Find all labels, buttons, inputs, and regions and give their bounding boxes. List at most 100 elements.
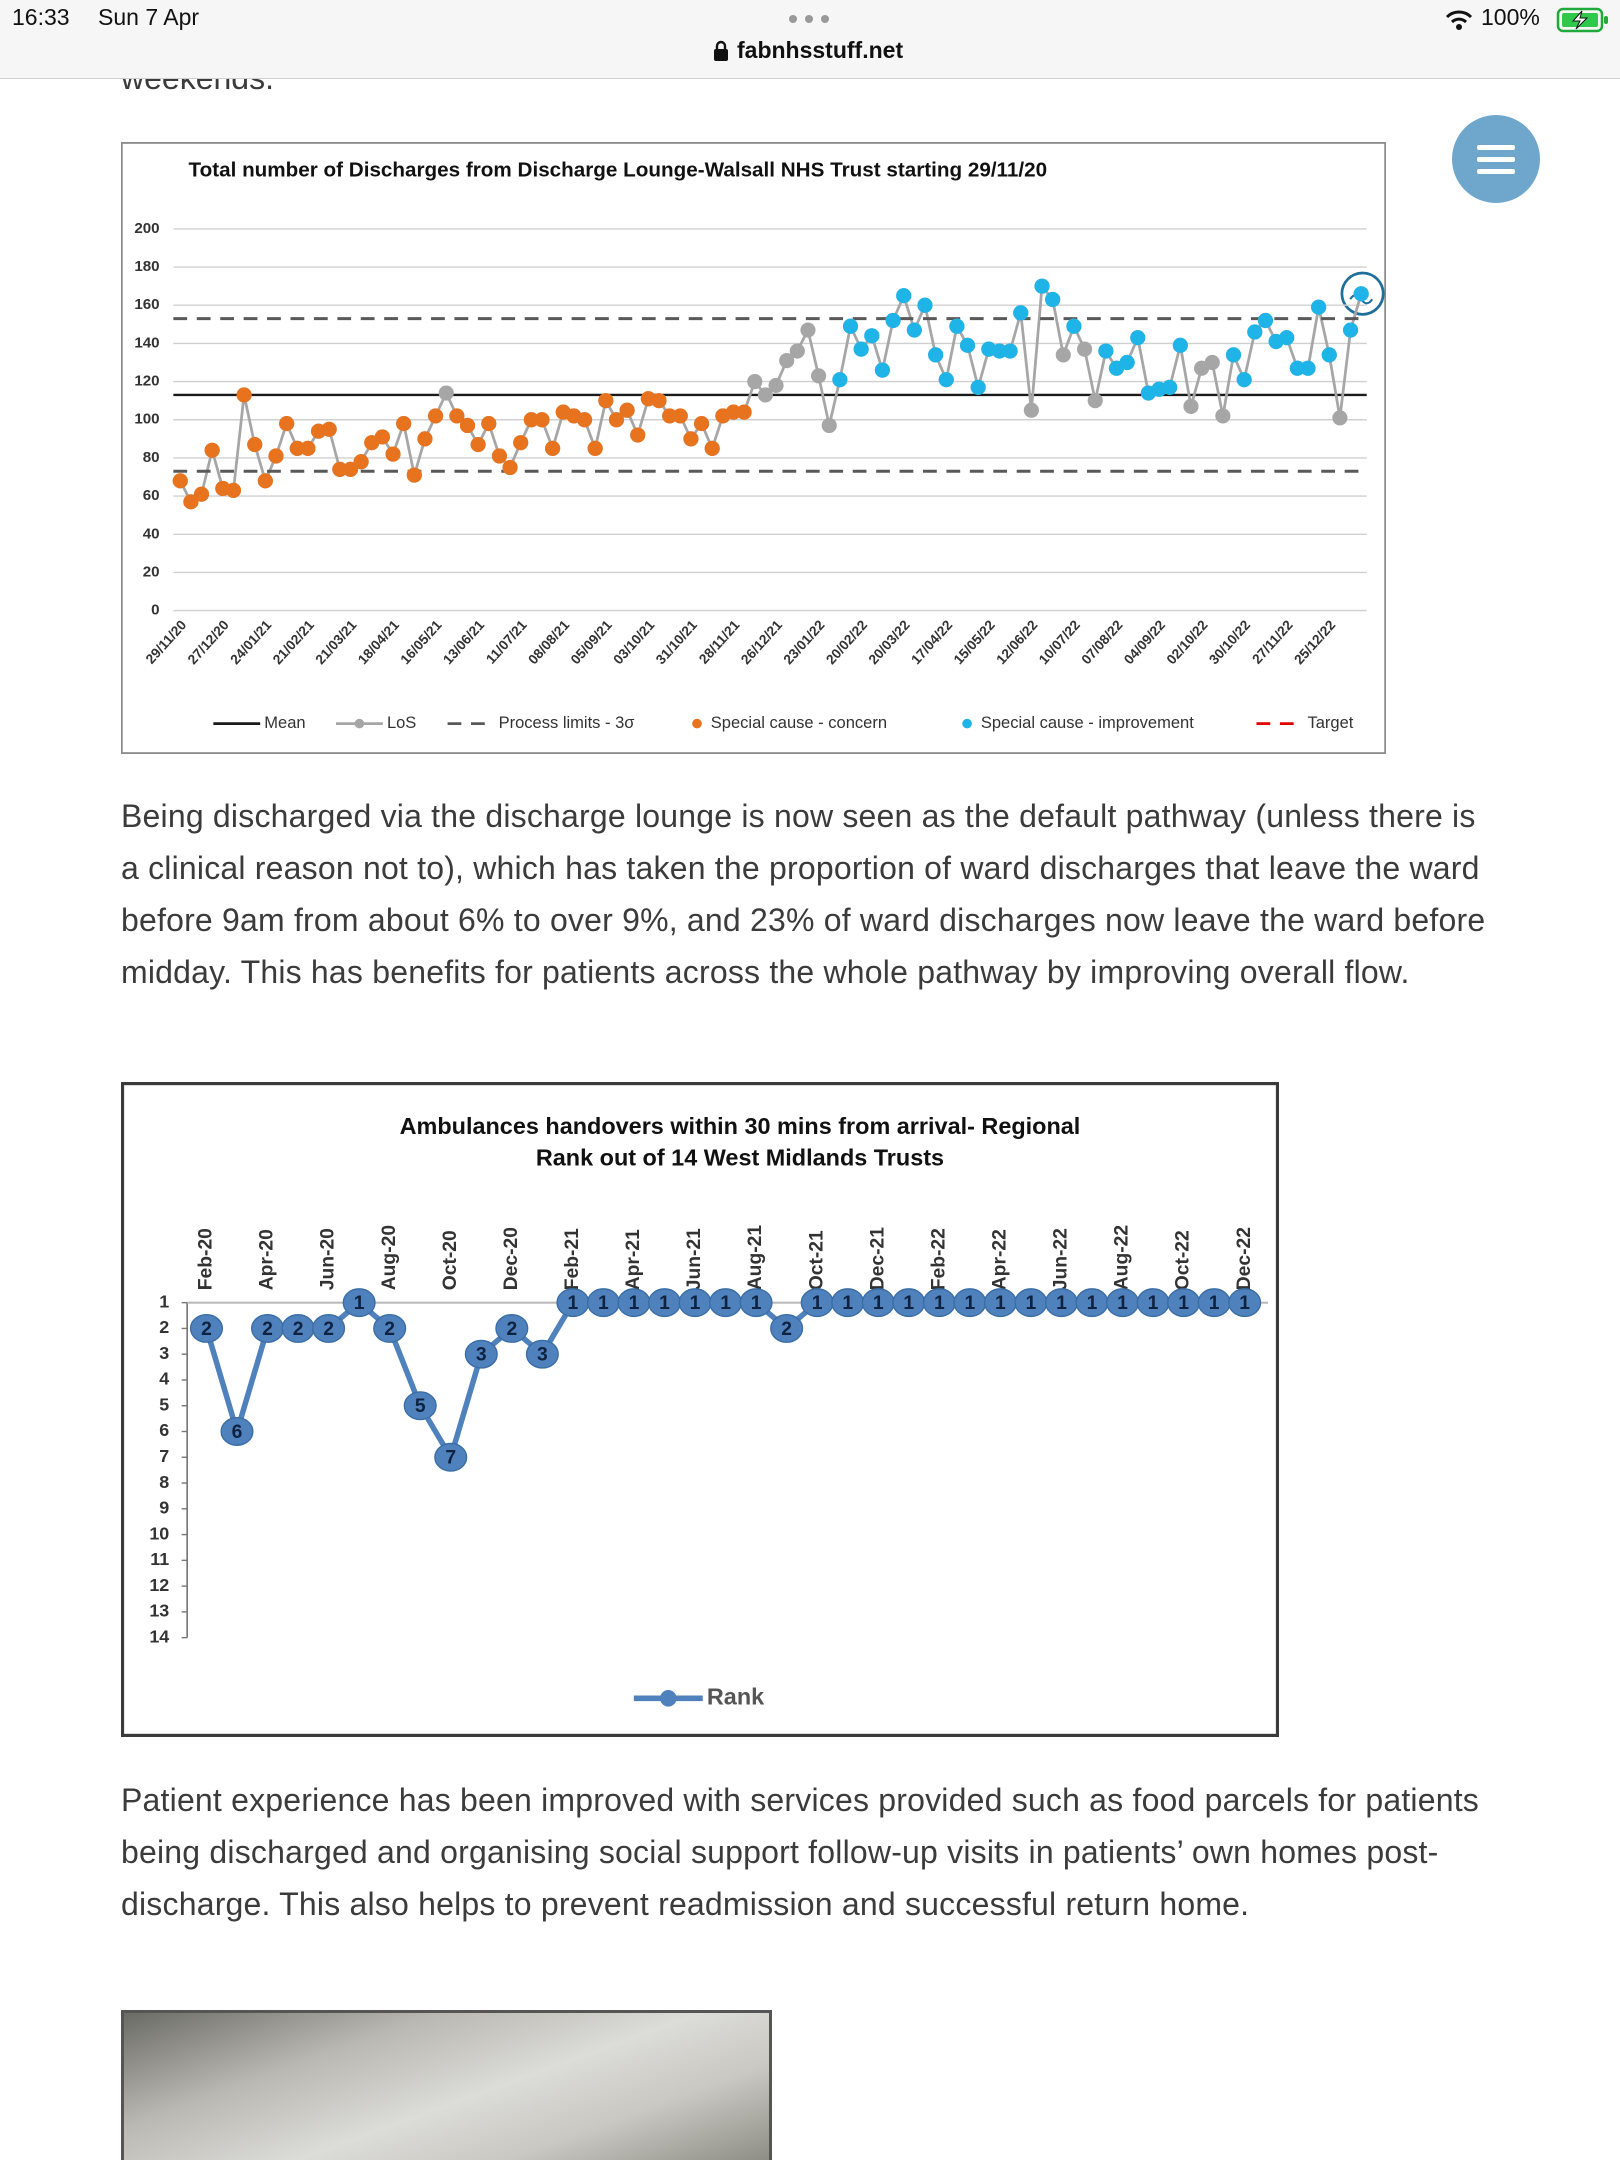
data-point [193, 486, 210, 502]
data-label: 2 [506, 1319, 517, 1340]
chart-title: Ambulances handovers within 30 mins from… [400, 1113, 1081, 1139]
y-tick-label: 160 [134, 296, 159, 313]
y-tick-label: 1 [159, 1291, 169, 1311]
data-label: 1 [629, 1293, 640, 1314]
data-point [1247, 324, 1263, 340]
x-tick-label: Apr-20 [257, 1229, 278, 1290]
y-tick-label: 6 [159, 1420, 169, 1440]
legend-swatch [354, 718, 365, 729]
data-point [917, 297, 933, 313]
data-point [959, 337, 976, 353]
data-point [385, 446, 401, 462]
x-tick-label: Feb-21 [562, 1228, 583, 1290]
discharges-chart: Total number of Discharges from Discharg… [120, 141, 1387, 759]
data-point [525, 1339, 559, 1369]
data-point [1215, 408, 1231, 424]
y-tick-label: 20 [143, 563, 160, 580]
data-label: 1 [812, 1293, 823, 1314]
y-tick-label: 11 [150, 1549, 169, 1569]
data-point [374, 429, 390, 445]
data-point [321, 421, 337, 437]
photo [121, 2010, 772, 2160]
data-point [938, 372, 954, 388]
data-point [332, 461, 348, 477]
data-point [693, 415, 710, 432]
data-label: 1 [995, 1293, 1006, 1314]
time: 16:33 [12, 4, 70, 30]
data-point [279, 415, 295, 432]
data-label: 2 [201, 1319, 212, 1340]
data-point [1055, 347, 1071, 363]
data-point [300, 440, 316, 456]
data-point [768, 377, 784, 393]
lock-icon [714, 40, 728, 61]
data-point [225, 482, 242, 498]
battery-level: 100% [1481, 4, 1540, 30]
data-point [874, 362, 891, 378]
data-label: 1 [1148, 1293, 1159, 1314]
data-point [864, 328, 880, 344]
y-tick-label: 0 [151, 602, 159, 619]
data-point [1013, 305, 1029, 321]
data-label: 1 [720, 1293, 731, 1314]
x-tick-label: Oct-21 [806, 1230, 827, 1290]
menu-button[interactable] [1450, 113, 1542, 205]
y-tick-label: 2 [159, 1317, 169, 1337]
data-point [842, 318, 859, 334]
url[interactable]: fabnhsstuff.net [737, 37, 904, 63]
x-tick-label: Jun-21 [684, 1228, 705, 1290]
data-label: 1 [568, 1293, 579, 1314]
x-tick-label: Oct-20 [440, 1230, 461, 1290]
x-tick-label: Jun-20 [318, 1228, 339, 1290]
data-point [428, 408, 444, 424]
y-tick-label: 8 [159, 1472, 169, 1492]
data-point [885, 312, 901, 329]
data-point [1321, 347, 1337, 363]
y-tick-label: 60 [143, 487, 160, 504]
data-point [991, 343, 1008, 359]
paragraph: Patient experience has been improved wit… [121, 1782, 1480, 1922]
y-tick-label: 140 [134, 334, 159, 351]
data-point [1353, 286, 1369, 302]
y-tick-label: 100 [134, 411, 159, 428]
data-label: 1 [751, 1293, 762, 1314]
data-point [183, 494, 199, 510]
x-tick-label: Dec-20 [501, 1227, 522, 1290]
data-point [220, 1417, 254, 1446]
data-label: 1 [903, 1293, 914, 1314]
data-label: 2 [262, 1319, 273, 1340]
x-tick-label: Apr-21 [623, 1229, 644, 1290]
data-label: 6 [232, 1422, 243, 1443]
data-point [373, 1313, 407, 1343]
data-label: 2 [293, 1319, 304, 1340]
chart: Ambulances handovers within 30 mins from… [120, 1081, 1280, 1738]
data-point [1225, 347, 1242, 363]
data-point [1098, 343, 1114, 359]
data-point [268, 448, 284, 464]
data-point [811, 368, 827, 384]
data-point [459, 417, 476, 434]
data-point [1289, 360, 1305, 376]
data-point [1002, 343, 1018, 359]
y-tick-label: 120 [134, 373, 159, 390]
data-point [204, 442, 220, 458]
data-point [1204, 354, 1220, 371]
data-point [353, 454, 369, 470]
data-point [800, 322, 816, 338]
data-label: 2 [384, 1319, 395, 1340]
data-point [619, 402, 635, 418]
legend-label: Rank [707, 1683, 765, 1709]
x-tick-label: Aug-21 [745, 1225, 766, 1291]
legend-swatch [962, 718, 972, 729]
data-point [1034, 278, 1050, 294]
tab-dots[interactable] [785, 12, 835, 26]
data-point [481, 415, 497, 432]
data-label: 1 [964, 1293, 975, 1314]
data-point [598, 393, 614, 409]
y-tick-label: 7 [159, 1446, 169, 1466]
data-point [289, 440, 305, 456]
data-label: 1 [1056, 1293, 1067, 1314]
y-tick-label: 80 [143, 449, 160, 466]
data-point [1332, 410, 1348, 426]
